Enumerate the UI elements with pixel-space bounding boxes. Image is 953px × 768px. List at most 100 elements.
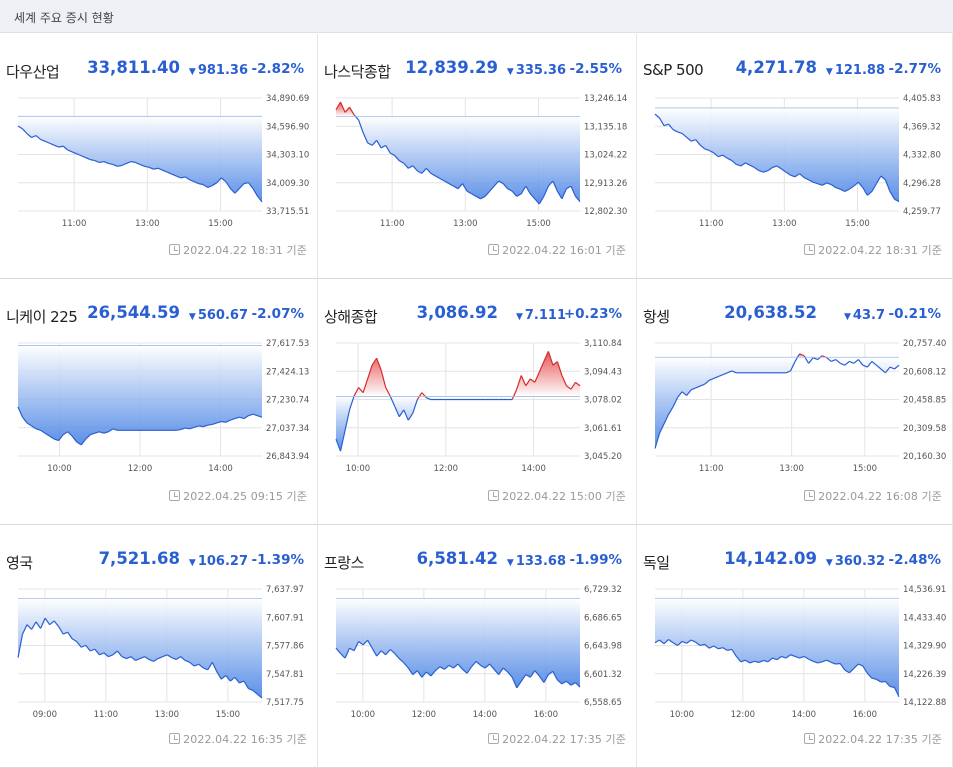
chart-line-segment: [416, 670, 423, 678]
x-tick-label: 12:00: [128, 464, 153, 474]
chart-line-segment: [853, 181, 859, 187]
chart-line-segment: [681, 133, 688, 138]
chart-line-segment: [480, 664, 486, 669]
chart-line-segment: [700, 643, 705, 647]
chart-line-segment: [367, 142, 373, 146]
chart-line-segment: [180, 176, 186, 179]
chart-line-segment: [880, 368, 886, 374]
timestamp-row: 2022.04.22 17:35 기준: [804, 731, 942, 747]
chart-line-segment: [754, 167, 760, 172]
chart-area-up: [336, 102, 580, 117]
chart-line-segment: [799, 353, 805, 357]
chart-line-segment: [831, 661, 836, 665]
timestamp-row: 2022.04.22 16:01 기준: [488, 242, 626, 258]
chart-line-segment: [362, 639, 369, 646]
chart-line-segment: [216, 420, 222, 424]
chart-line-segment: [561, 375, 567, 387]
chart-line-segment: [821, 659, 827, 663]
market-panel-uk[interactable]: 7,637.97 7,607.91 7,577.86 7,547.81 7,517.75…: [0, 525, 318, 768]
chart-line-segment: [498, 180, 504, 185]
chart-line-segment: [453, 185, 459, 190]
clock-icon: [169, 244, 181, 255]
chart-line-segment: [385, 649, 391, 656]
market-change: ▼ 560.67: [189, 308, 248, 323]
market-panel-nasdaq[interactable]: 13,246.14 13,135.18 13,024.22 12,913.26 12,8…: [318, 34, 637, 279]
chart-line-segment: [812, 357, 818, 361]
chart-line-segment: [380, 144, 386, 149]
chart-line-segment: [108, 428, 114, 433]
chart-line-segment: [552, 361, 558, 366]
timestamp: 2022.04.22 15:00: [502, 490, 602, 503]
chart-line-segment: [148, 166, 154, 170]
chart-line-segment: [849, 360, 855, 364]
market-panel-germany[interactable]: 14,536.91 14,433.40 14,329.90 14,226.39 14,1…: [637, 525, 953, 768]
chart-line-segment: [767, 657, 773, 663]
y-tick-label: 12,913.26: [584, 179, 627, 189]
chart-line-segment: [31, 135, 37, 139]
chart-line-segment: [695, 641, 701, 646]
basis-label: 기준: [921, 244, 942, 257]
chart-line-segment: [871, 360, 877, 366]
chart-line-segment: [480, 195, 486, 200]
chart-line-segment: [853, 663, 859, 669]
chart-line-segment: [848, 667, 855, 674]
market-percent: -2.48%: [888, 552, 941, 568]
chart-line-segment: [112, 163, 118, 167]
y-tick-label: 4,405.83: [903, 94, 941, 104]
chart-line-segment: [839, 663, 846, 671]
chart-line-segment: [511, 677, 518, 689]
market-panel-sp500[interactable]: 4,405.83 4,369.32 4,332.80 4,296.28 4,259.77…: [637, 34, 953, 279]
y-tick-label: 34,009.30: [266, 179, 309, 189]
market-panel-dow[interactable]: 34,890.69 34,596.90 34,303.10 34,009.30 33,7…: [0, 34, 318, 279]
y-tick-label: 20,757.40: [903, 339, 946, 349]
y-tick-label: 7,637.97: [266, 585, 304, 595]
y-tick-label: 14,329.90: [903, 642, 946, 652]
chart-line-segment: [740, 162, 746, 167]
chart-line-segment: [99, 431, 105, 434]
chart-line-segment: [389, 395, 396, 407]
market-panel-shanghai[interactable]: 3,110.84 3,094.43 3,078.02 3,061.61 3,045.20…: [318, 279, 637, 525]
market-change: ▼ 43.7: [844, 308, 885, 323]
chart-line-segment: [704, 643, 710, 649]
chart-line-segment: [90, 432, 95, 436]
chart-line-segment: [58, 626, 64, 635]
chart-line-segment: [507, 188, 513, 192]
chart-line-segment: [776, 165, 782, 170]
x-tick-label: 10:00: [670, 710, 695, 720]
chart-line-segment: [71, 435, 78, 443]
market-name: 나스닥종합: [324, 63, 391, 81]
chart-line-segment: [475, 660, 481, 666]
chart-line-segment: [53, 620, 60, 627]
chart-line-segment: [247, 182, 254, 189]
market-panel-nikkei[interactable]: 27,617.53 27,424.13 27,230.74 27,037.34 26,8…: [0, 279, 318, 525]
market-name: 독일: [643, 554, 670, 572]
y-tick-label: 14,122.88: [903, 698, 946, 708]
chart-line-segment: [180, 656, 186, 661]
chart-line-segment: [754, 660, 760, 663]
chart-line-segment: [220, 177, 227, 183]
market-panel-hangseng[interactable]: 20,757.40 20,608.12 20,458.85 20,309.58 20,1…: [637, 279, 953, 525]
chart-line-segment: [848, 185, 855, 190]
chart-line-segment: [708, 149, 715, 154]
chart-line-segment: [398, 658, 405, 664]
chart-line-segment: [493, 668, 500, 676]
chart-line-segment: [575, 195, 581, 203]
chart-line-segment: [435, 175, 441, 180]
chart-line-segment: [462, 668, 468, 674]
market-name: 상해종합: [324, 308, 378, 326]
chart-line-segment: [193, 663, 199, 667]
chart-line-segment: [62, 145, 69, 151]
chart-line-segment: [525, 185, 531, 195]
chart-line-segment: [257, 195, 263, 203]
chart-line-segment: [221, 420, 226, 423]
chart-line-segment: [144, 656, 150, 660]
y-tick-label: 27,037.34: [266, 424, 309, 434]
chart-line-segment: [844, 188, 850, 193]
y-tick-label: 3,078.02: [584, 396, 622, 406]
basis-label: 기준: [921, 490, 942, 503]
chart-line-segment: [421, 167, 427, 174]
chart-line-segment: [835, 359, 841, 364]
chart-line-segment: [252, 690, 258, 695]
market-panel-france[interactable]: 6,729.32 6,686.65 6,643.98 6,601.32 6,558.65…: [318, 525, 637, 768]
chart-line-segment: [749, 164, 755, 169]
